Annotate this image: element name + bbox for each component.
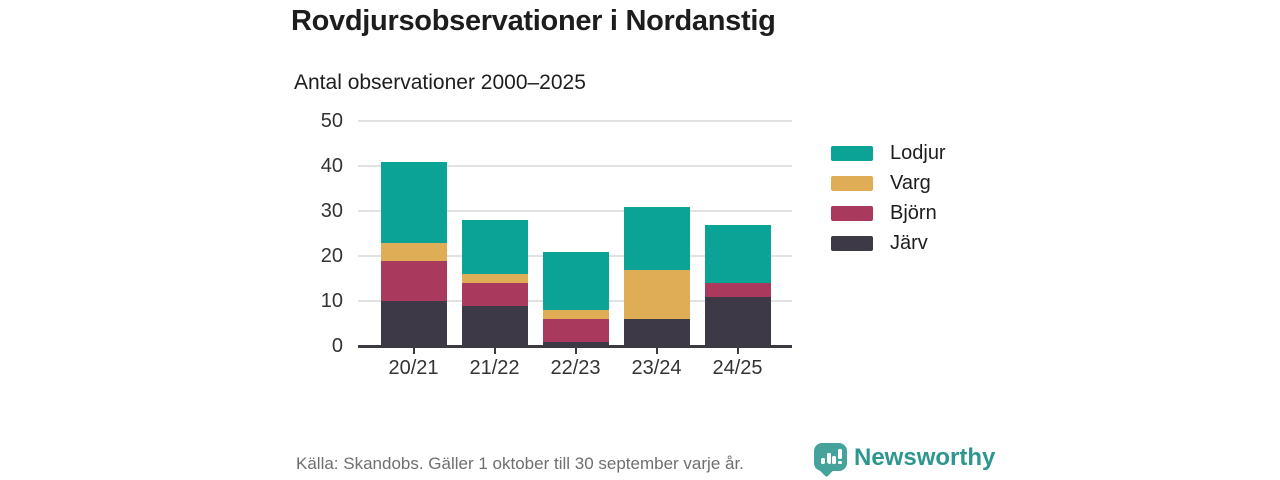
- bar-segment-järv: [461, 305, 528, 346]
- bar-segment-järv: [542, 341, 609, 346]
- y-axis-labels: 0 10 20 30 40 50: [290, 110, 343, 357]
- bar-segment-varg: [623, 269, 690, 319]
- legend-item-järv: Järv: [831, 232, 946, 254]
- bar-segment-björn: [704, 283, 771, 297]
- x-tick-label-21/22: 21/22: [469, 357, 520, 379]
- bar-segment-björn: [380, 260, 447, 301]
- bar-segment-lodjur: [380, 161, 447, 243]
- gridline-30: [358, 210, 792, 212]
- legend-swatch-varg: [831, 175, 873, 191]
- bar-segment-lodjur: [704, 224, 771, 283]
- bar-24/25: [704, 224, 771, 346]
- legend-label-järv: Järv: [890, 232, 928, 254]
- mini-bar-chart-icon: [814, 443, 847, 471]
- bar-segment-varg: [542, 310, 609, 319]
- bar-20/21: [380, 161, 447, 346]
- bar-segment-lodjur: [542, 251, 609, 310]
- bar-segment-björn: [542, 319, 609, 342]
- bar-23/24: [623, 206, 690, 346]
- legend-item-varg: Varg: [831, 172, 946, 194]
- legend-item-lodjur: Lodjur: [831, 142, 946, 164]
- y-tick-label-10: 10: [320, 290, 343, 312]
- y-tick-label-20: 20: [320, 245, 343, 267]
- x-tick-mark: [412, 346, 415, 354]
- bar-21/22: [461, 220, 528, 346]
- gridline-40: [358, 165, 792, 167]
- x-tick-mark: [493, 346, 496, 354]
- legend-swatch-björn: [831, 205, 873, 221]
- legend-swatch-järv: [831, 235, 873, 251]
- gridline-50: [358, 120, 792, 122]
- legend: Lodjur Varg Björn Järv: [831, 142, 946, 254]
- bar-segment-järv: [623, 319, 690, 346]
- legend-label-varg: Varg: [890, 172, 931, 194]
- bar-segment-varg: [461, 274, 528, 283]
- newsworthy-logo-icon: [814, 443, 847, 471]
- y-tick-label-0: 0: [331, 335, 343, 357]
- bar-segment-lodjur: [623, 206, 690, 270]
- x-tick-label-23/24: 23/24: [631, 357, 682, 379]
- x-axis-labels: 20/21 21/22 22/23 23/24 24/25: [358, 357, 792, 383]
- x-tick-mark: [574, 346, 577, 354]
- legend-swatch-lodjur: [831, 145, 873, 161]
- brand-lockup: Newsworthy: [814, 443, 995, 473]
- plot-area: [358, 120, 792, 354]
- bar-segment-varg: [380, 242, 447, 261]
- x-tick-label-22/23: 22/23: [550, 357, 601, 379]
- bar-segment-järv: [380, 301, 447, 346]
- x-tick-label-24/25: 24/25: [712, 357, 763, 379]
- chart-subtitle: Antal observationer 2000–2025: [294, 71, 586, 94]
- bar-segment-järv: [704, 296, 771, 346]
- y-tick-label-50: 50: [320, 110, 343, 132]
- x-tick-label-20/21: 20/21: [388, 357, 439, 379]
- chart-title: Rovdjursobservationer i Nordanstig: [291, 5, 776, 37]
- legend-item-björn: Björn: [831, 202, 946, 224]
- bar-22/23: [542, 251, 609, 346]
- y-tick-label-40: 40: [320, 155, 343, 177]
- x-tick-mark: [655, 346, 658, 354]
- bar-segment-björn: [461, 283, 528, 306]
- legend-label-lodjur: Lodjur: [890, 142, 946, 164]
- y-tick-label-30: 30: [320, 200, 343, 222]
- x-tick-mark: [736, 346, 739, 354]
- brand-name: Newsworthy: [854, 444, 996, 471]
- bar-segment-lodjur: [461, 220, 528, 274]
- source-note: Källa: Skandobs. Gäller 1 oktober till 3…: [296, 454, 744, 473]
- legend-label-björn: Björn: [890, 202, 937, 224]
